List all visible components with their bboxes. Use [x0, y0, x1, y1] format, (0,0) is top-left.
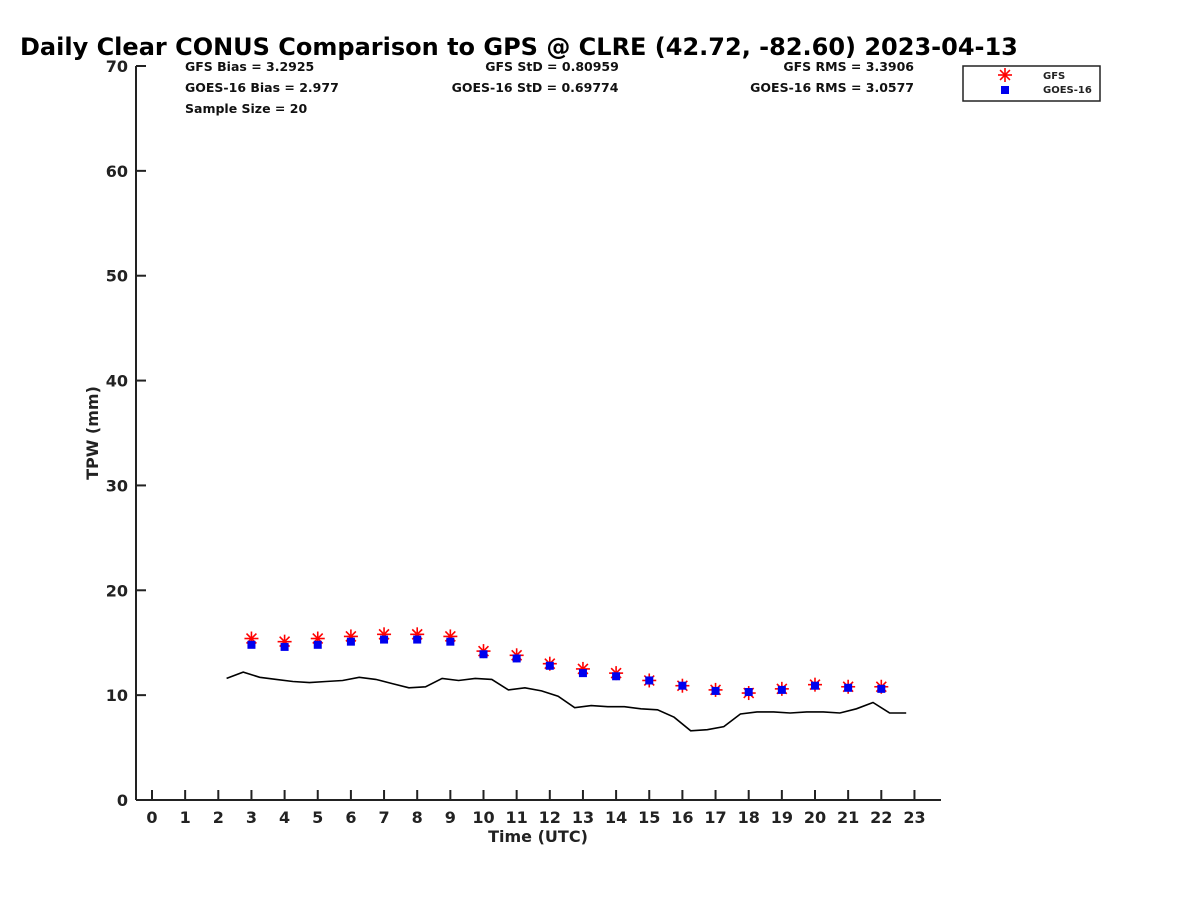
x-tick-label: 9 [445, 808, 456, 827]
gps-line [226, 671, 907, 732]
x-tick-label: 3 [246, 808, 257, 827]
goes-point [744, 687, 753, 696]
x-tick-label: 17 [704, 808, 726, 827]
x-tick-label: 5 [312, 808, 323, 827]
stat-gfs-rms: GFS RMS = 3.3906 [783, 59, 914, 74]
goes-point [512, 654, 521, 663]
goes-point [446, 637, 455, 646]
x-ticks: 0 1 2 3 4 5 6 7 8 9 10 11 12 13 14 15 16 17 18 19 20 21 22 23 [146, 790, 926, 827]
goes-point [545, 661, 554, 670]
stat-gfs-bias: GFS Bias = 3.2925 [185, 59, 314, 74]
x-tick-label: 1 [180, 808, 191, 827]
y-tick-label: 60 [106, 162, 128, 181]
y-tick-label: 50 [106, 267, 128, 286]
x-tick-label: 23 [903, 808, 925, 827]
x-tick-label: 8 [412, 808, 423, 827]
goes-point [877, 684, 886, 693]
stat-goes-std: GOES-16 StD = 0.69774 [452, 80, 619, 95]
goes-point [479, 650, 488, 659]
goes-series [247, 635, 886, 696]
y-tick-label: 10 [106, 686, 128, 705]
goes-point [844, 683, 853, 692]
stat-goes-rms: GOES-16 RMS = 3.0577 [750, 80, 914, 95]
x-tick-label: 21 [837, 808, 859, 827]
goes-point [346, 637, 355, 646]
gfs-series [244, 627, 889, 701]
y-tick-label: 40 [106, 372, 128, 391]
goes-point [612, 672, 621, 681]
goes-point [380, 635, 389, 644]
goes-point [578, 669, 587, 678]
x-tick-label: 7 [378, 808, 389, 827]
x-tick-label: 12 [539, 808, 561, 827]
x-tick-label: 18 [738, 808, 760, 827]
goes-point [247, 640, 256, 649]
legend-box [962, 65, 1101, 102]
chart-title: Daily Clear CONUS Comparison to GPS @ CL… [20, 33, 1018, 61]
y-tick-label: 30 [106, 476, 128, 495]
x-tick-label: 20 [804, 808, 826, 827]
y-tick-label: 70 [106, 57, 128, 76]
x-tick-label: 19 [771, 808, 793, 827]
stat-sample-size: Sample Size = 20 [185, 101, 307, 116]
x-tick-label: 22 [870, 808, 892, 827]
goes-point [313, 640, 322, 649]
x-tick-label: 6 [345, 808, 356, 827]
x-tick-label: 15 [638, 808, 660, 827]
gps-series [226, 671, 907, 732]
legend-gfs-label: GFS [1043, 71, 1065, 82]
goes-point [413, 635, 422, 644]
stat-gfs-std: GFS StD = 0.80959 [485, 59, 619, 74]
y-axis-label: TPW (mm) [83, 386, 102, 480]
axes [135, 66, 941, 801]
goes-point [811, 681, 819, 690]
legend-gfs-asterisk [998, 68, 1012, 82]
goes-point [645, 676, 654, 685]
x-tick-label: 4 [279, 808, 290, 827]
goes-point [777, 685, 786, 694]
legend-gfs-marker [998, 68, 1012, 82]
x-tick-label: 14 [605, 808, 627, 827]
stat-goes-bias: GOES-16 Bias = 2.977 [185, 80, 339, 95]
goes-point [678, 681, 687, 690]
legend: GFS GOES-16 [962, 65, 1101, 102]
x-tick-label: 10 [472, 808, 494, 827]
goes-point [280, 642, 289, 651]
x-tick-label: 16 [671, 808, 693, 827]
goes-point [711, 686, 720, 695]
legend-goes-label: GOES-16 [1043, 85, 1092, 96]
y-tick-label: 0 [117, 791, 128, 810]
x-tick-label: 0 [146, 808, 157, 827]
y-tick-label: 20 [106, 581, 128, 600]
x-tick-label: 11 [506, 808, 528, 827]
y-ticks: 0 10 20 30 40 50 60 70 [106, 57, 146, 810]
x-tick-label: 2 [213, 808, 224, 827]
x-axis-label: Time (UTC) [488, 827, 588, 846]
x-tick-label: 13 [572, 808, 594, 827]
legend-goes-marker [1001, 86, 1009, 94]
